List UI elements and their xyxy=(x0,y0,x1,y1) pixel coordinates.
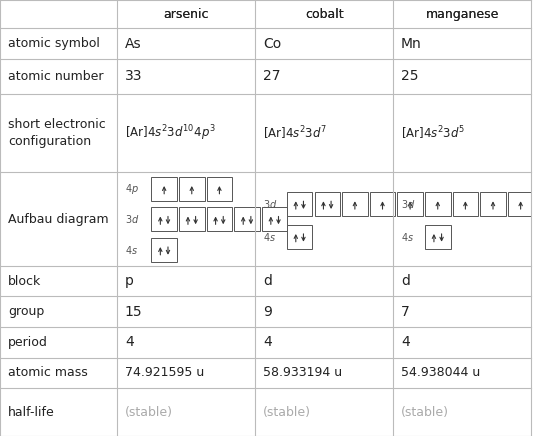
Text: atomic number: atomic number xyxy=(8,70,104,83)
Text: d: d xyxy=(263,274,272,288)
Text: group: group xyxy=(8,305,44,318)
Text: 4: 4 xyxy=(125,335,134,349)
Text: cobalt: cobalt xyxy=(305,8,343,20)
Text: 9: 9 xyxy=(263,305,272,319)
Text: Mn: Mn xyxy=(401,37,422,51)
Bar xyxy=(397,192,423,216)
Text: short electronic: short electronic xyxy=(8,118,106,131)
Text: $\rm[Ar]4\mathit{s}^23\mathit{d}^7$: $\rm[Ar]4\mathit{s}^23\mathit{d}^7$ xyxy=(263,124,327,142)
Text: (stable): (stable) xyxy=(401,405,449,419)
Text: Co: Co xyxy=(263,37,281,51)
Text: p: p xyxy=(125,274,134,288)
Text: 7: 7 xyxy=(401,305,410,319)
Text: 58.933194 u: 58.933194 u xyxy=(263,366,342,379)
Bar xyxy=(342,192,367,216)
Bar xyxy=(508,192,533,216)
Text: $3d$: $3d$ xyxy=(263,198,277,210)
Text: 4: 4 xyxy=(263,335,272,349)
Bar xyxy=(425,225,450,249)
Text: period: period xyxy=(8,336,48,349)
Bar xyxy=(179,177,205,201)
Bar xyxy=(287,192,312,216)
Text: half-life: half-life xyxy=(8,405,55,419)
Text: 4: 4 xyxy=(401,335,410,349)
Text: configuration: configuration xyxy=(8,135,91,148)
Text: $3d$: $3d$ xyxy=(401,198,416,210)
Text: 54.938044 u: 54.938044 u xyxy=(401,366,480,379)
Text: arsenic: arsenic xyxy=(163,8,209,20)
Bar xyxy=(287,225,312,249)
Text: 15: 15 xyxy=(125,305,143,319)
Bar xyxy=(425,192,450,216)
Text: (stable): (stable) xyxy=(263,405,311,419)
Bar xyxy=(480,192,506,216)
Text: 74.921595 u: 74.921595 u xyxy=(125,366,204,379)
Text: d: d xyxy=(401,274,410,288)
Bar xyxy=(151,177,177,201)
Text: manganese: manganese xyxy=(425,8,499,20)
Text: $\rm[Ar]4\mathit{s}^23\mathit{d}^{10}4\mathit{p}^3$: $\rm[Ar]4\mathit{s}^23\mathit{d}^{10}4\m… xyxy=(125,123,216,143)
Bar xyxy=(234,207,260,231)
Text: Aufbau diagram: Aufbau diagram xyxy=(8,213,109,225)
Text: atomic mass: atomic mass xyxy=(8,366,88,379)
Text: $4s$: $4s$ xyxy=(263,231,276,242)
Bar xyxy=(262,207,287,231)
Text: (stable): (stable) xyxy=(125,405,173,419)
Bar xyxy=(151,207,177,231)
Text: 27: 27 xyxy=(263,69,281,83)
Bar xyxy=(370,192,395,216)
Text: manganese: manganese xyxy=(425,8,499,20)
Bar xyxy=(206,207,232,231)
Text: $4s$: $4s$ xyxy=(401,231,414,242)
Bar xyxy=(151,238,177,262)
Text: 33: 33 xyxy=(125,69,143,83)
Text: $3d$: $3d$ xyxy=(125,213,139,225)
Text: arsenic: arsenic xyxy=(163,8,209,20)
Bar xyxy=(453,192,478,216)
Bar xyxy=(314,192,340,216)
Text: block: block xyxy=(8,275,41,288)
Text: $4p$: $4p$ xyxy=(125,181,139,196)
Text: cobalt: cobalt xyxy=(305,8,343,20)
Text: $\rm[Ar]4\mathit{s}^23\mathit{d}^5$: $\rm[Ar]4\mathit{s}^23\mathit{d}^5$ xyxy=(401,124,465,142)
Bar xyxy=(536,192,546,216)
Text: As: As xyxy=(125,37,141,51)
Text: atomic symbol: atomic symbol xyxy=(8,37,100,50)
Bar xyxy=(206,177,232,201)
Text: 25: 25 xyxy=(401,69,419,83)
Bar xyxy=(179,207,205,231)
Text: $4s$: $4s$ xyxy=(125,244,138,255)
